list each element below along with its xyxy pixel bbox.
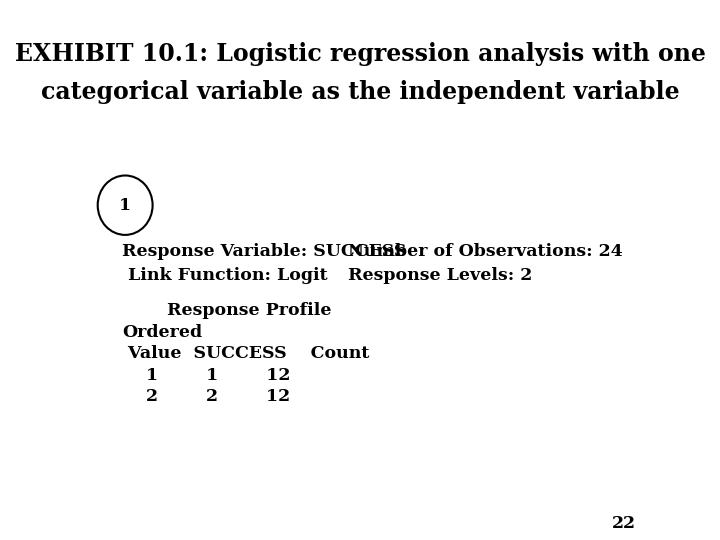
Text: Number of Observations: 24: Number of Observations: 24 bbox=[348, 242, 623, 260]
Text: 22: 22 bbox=[612, 515, 636, 532]
Text: Response Levels: 2: Response Levels: 2 bbox=[348, 267, 533, 284]
Text: Ordered: Ordered bbox=[122, 323, 202, 341]
Text: 1        1        12: 1 1 12 bbox=[122, 367, 291, 384]
Text: Value  SUCCESS    Count: Value SUCCESS Count bbox=[122, 345, 369, 362]
Text: categorical variable as the independent variable: categorical variable as the independent … bbox=[41, 80, 679, 104]
Text: Response Profile: Response Profile bbox=[143, 302, 331, 319]
Text: EXHIBIT 10.1: Logistic regression analysis with one: EXHIBIT 10.1: Logistic regression analys… bbox=[14, 42, 706, 66]
Text: 2        2        12: 2 2 12 bbox=[122, 388, 290, 406]
Text: Response Variable: SUCCESS: Response Variable: SUCCESS bbox=[122, 242, 407, 260]
Text: Link Function: Logit: Link Function: Logit bbox=[122, 267, 328, 284]
Text: 1: 1 bbox=[119, 197, 131, 214]
Ellipse shape bbox=[98, 176, 153, 235]
